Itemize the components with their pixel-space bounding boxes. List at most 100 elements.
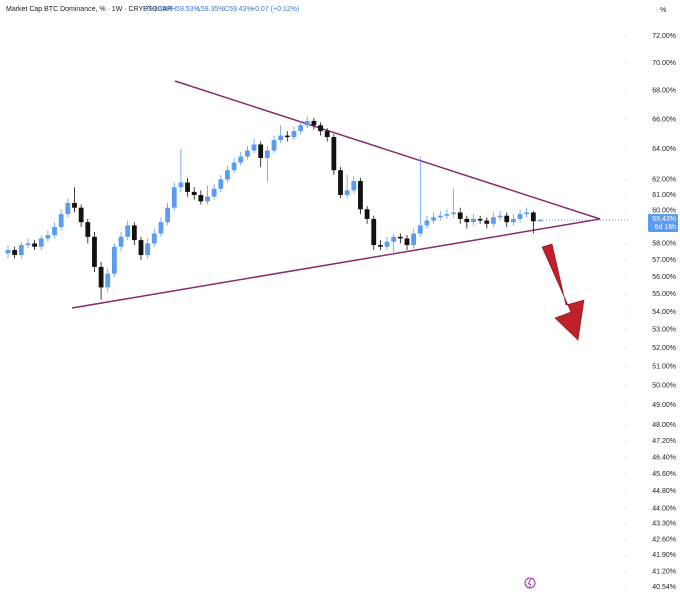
candle-body (284, 135, 290, 138)
y-tick-label: 60.00% (652, 208, 676, 215)
candle-body (437, 215, 443, 218)
candle-body (211, 188, 217, 197)
candle-body (371, 218, 377, 246)
candle-body (504, 215, 510, 223)
candle-body (444, 214, 450, 216)
y-tick-label: 52.00% (652, 345, 676, 352)
ohlc-high: H59.53% (171, 6, 200, 13)
candle-body (351, 180, 357, 191)
candle-body (205, 196, 210, 202)
candle-body (491, 217, 496, 224)
candle-body (271, 140, 277, 151)
y-tick-label: 53.00% (652, 327, 676, 334)
y-tick-label: 40.54% (652, 584, 676, 591)
y-tick-label: 45.60% (652, 471, 676, 478)
candle-body (118, 236, 124, 247)
candle-body (225, 170, 230, 180)
candle-body (78, 207, 84, 223)
y-tick-label: 41.90% (652, 552, 676, 559)
y-tick-label: 55.00% (652, 291, 676, 298)
candle-body (397, 236, 403, 239)
candle-body (471, 218, 476, 223)
candle-body (218, 179, 224, 189)
candle-body (165, 207, 170, 223)
candle-body (477, 218, 483, 221)
candle-body (171, 187, 177, 208)
candle-body (537, 220, 543, 222)
y-tick-label: 48.00% (652, 422, 676, 429)
candle-body (105, 273, 111, 288)
y-tick-label: 42.60% (652, 536, 676, 543)
candle-body (278, 135, 284, 141)
y-tick-label: 58.00% (652, 240, 676, 247)
candle-body (411, 233, 417, 246)
candle-body (484, 220, 490, 224)
candle-body (65, 202, 71, 215)
candle-body (391, 236, 397, 242)
candle-body (404, 238, 410, 246)
unit-label: % (660, 7, 666, 14)
ohlc-open: O59.35% (143, 6, 172, 13)
candle-body (324, 131, 330, 138)
down-arrow (541, 243, 585, 341)
y-tick-label: 47.20% (652, 438, 676, 445)
candle-body (98, 266, 104, 288)
candle-body (85, 222, 91, 237)
y-tick-label: 56.00% (652, 274, 676, 281)
candle-body (318, 125, 323, 132)
ohlc-change: +0.07 (+0.12%) (251, 6, 299, 13)
lightning-bolt (527, 578, 532, 589)
candle-body (92, 236, 97, 267)
candle-body (58, 214, 64, 228)
candle-body (384, 241, 390, 247)
candle-body (457, 212, 463, 219)
candle-body (344, 190, 350, 196)
y-tick-label: 44.80% (652, 488, 676, 495)
candle-body (151, 233, 157, 244)
candle-body (185, 182, 190, 192)
ohlc-close: C59.43% (224, 6, 253, 13)
last-price-label: 59.43% (652, 216, 676, 223)
y-tick-label: 51.00% (652, 364, 676, 371)
candle-body (517, 214, 523, 219)
y-tick-label: 41.20% (652, 568, 676, 575)
y-tick-label: 64.00% (652, 146, 676, 153)
candle-body (112, 246, 117, 274)
ohlc-low: L59.35% (197, 6, 225, 13)
candle-body (72, 202, 77, 208)
candle-body (178, 182, 184, 188)
candle-body (378, 245, 383, 247)
y-tick-label: 61.00% (652, 192, 676, 199)
candle-body (291, 131, 297, 138)
candle-body (298, 125, 303, 132)
y-tick-label: 43.30% (652, 521, 676, 528)
candle-body (417, 225, 423, 234)
candle-body (497, 215, 503, 218)
candle-body (530, 212, 536, 222)
candle-body (304, 120, 310, 126)
candle-body (245, 150, 250, 157)
lightning-icon (524, 577, 536, 589)
candle-body (131, 225, 137, 241)
candle-body (138, 240, 144, 256)
candle-body (264, 150, 270, 159)
y-tick-label: 49.00% (652, 402, 676, 409)
candle-body (251, 144, 257, 151)
y-tick-label: 62.00% (652, 176, 676, 183)
symbol: Market Cap BTC Dominance, % · 1W · CRYPT… (6, 6, 172, 13)
candle-body (125, 225, 131, 237)
candle-body (191, 191, 197, 196)
candle-body (231, 162, 237, 171)
candle-body (358, 180, 363, 210)
y-tick-label: 44.00% (652, 505, 676, 512)
candle-body (258, 144, 264, 159)
candle-body (45, 235, 51, 239)
candle-body (12, 250, 18, 256)
candle-body (145, 243, 151, 256)
y-tick-label: 66.00% (652, 116, 676, 123)
y-tick-label: 54.00% (652, 309, 676, 316)
candle-body (52, 227, 57, 236)
candle-body (511, 218, 516, 223)
candle-body (198, 195, 204, 202)
